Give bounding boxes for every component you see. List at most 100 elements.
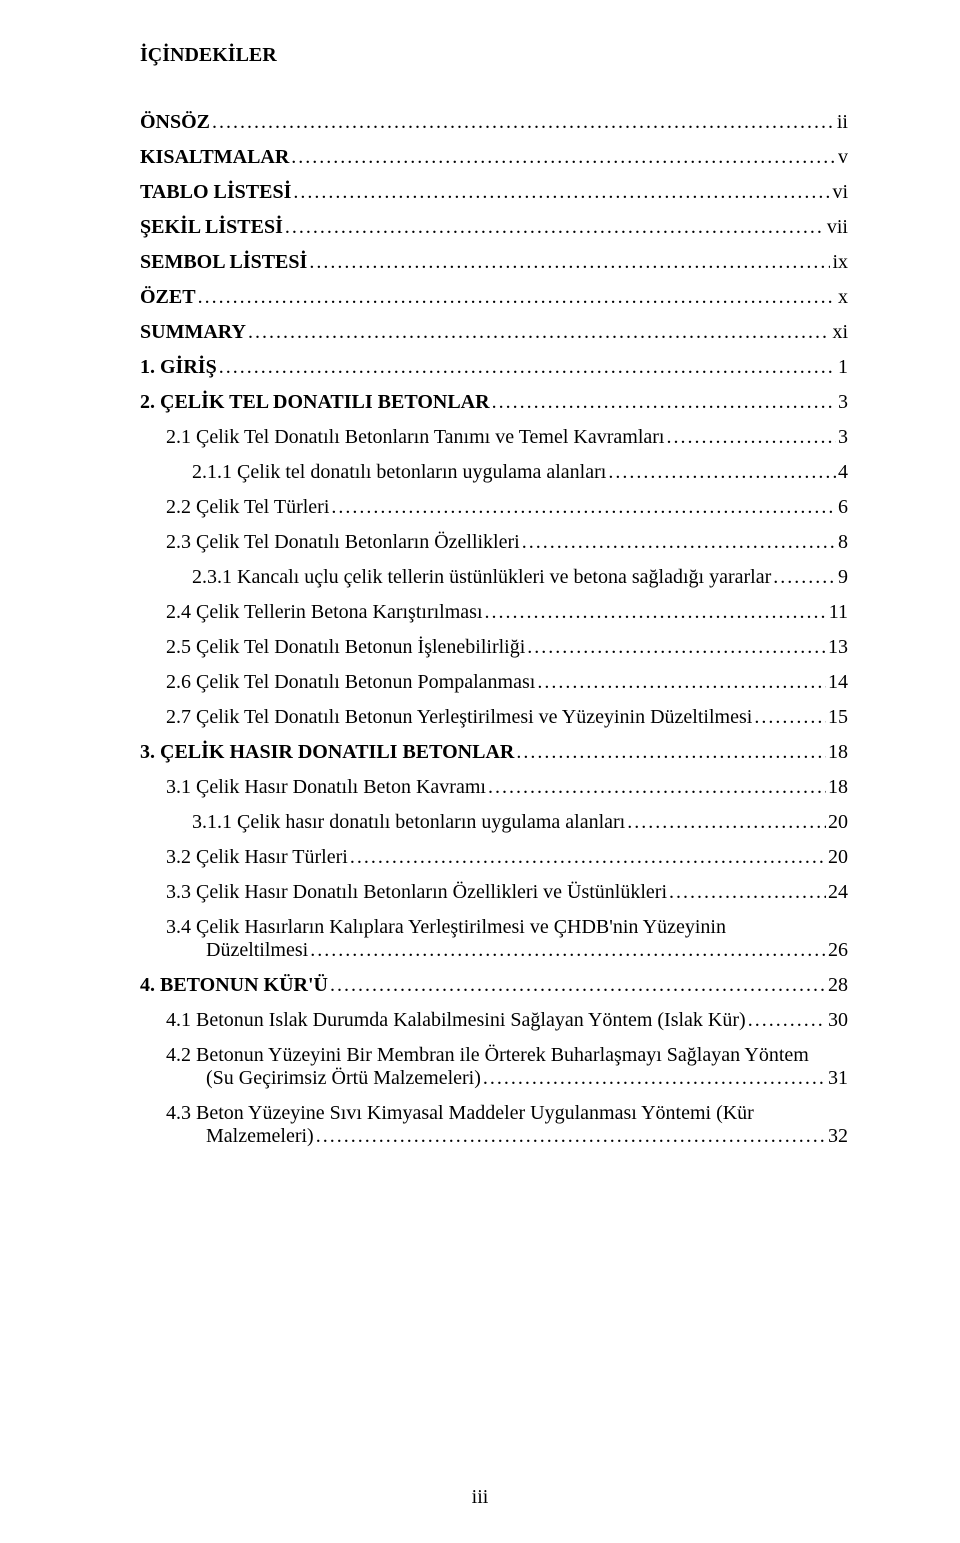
toc-entry: 2.4 Çelik Tellerin Betona Karıştırılması… (140, 601, 848, 624)
toc-entry-page: 6 (838, 496, 848, 519)
toc-leader: ........................................… (754, 706, 826, 729)
toc-entry-page: v (838, 146, 848, 169)
toc-leader: ........................................… (293, 181, 830, 204)
toc-entry-title: 3.1 Çelik Hasır Donatılı Beton Kavramı (166, 776, 486, 799)
toc-leader: ........................................… (309, 251, 830, 274)
toc-leader: ........................................… (485, 601, 827, 624)
page-container: İÇİNDEKİLER ÖNSÖZ.......................… (0, 0, 960, 1543)
toc-entry: ÖZET....................................… (140, 286, 848, 309)
toc-entry-title: 3.2 Çelik Hasır Türleri (166, 846, 348, 869)
toc-leader: ........................................… (285, 216, 825, 239)
toc-leader: ........................................… (537, 671, 826, 694)
toc-leader: ........................................… (522, 531, 836, 554)
toc-entry-page: 14 (828, 671, 848, 694)
toc-entry-title: SUMMARY (140, 321, 246, 344)
toc-leader: ........................................… (330, 974, 826, 997)
toc-entry-title: 1. GİRİŞ (140, 356, 217, 379)
toc-entry: 2.3.1 Kancalı uçlu çelik tellerin üstünl… (140, 566, 848, 589)
toc-entry-page: 24 (828, 881, 848, 904)
toc-leader: ........................................… (748, 1009, 826, 1032)
toc-leader: ........................................… (483, 1067, 826, 1090)
toc-entry: 2.1 Çelik Tel Donatılı Betonların Tanımı… (140, 426, 848, 449)
toc-leader: ........................................… (492, 391, 836, 414)
toc-entry: 3. ÇELİK HASIR DONATILI BETONLAR........… (140, 741, 848, 764)
toc-leader: ........................................… (608, 461, 836, 484)
toc-entry: SUMMARY.................................… (140, 321, 848, 344)
toc-body: ÖNSÖZ...................................… (140, 111, 848, 1148)
toc-entry: 4.2 Betonun Yüzeyini Bir Membran ile Ört… (140, 1044, 848, 1090)
toc-entry-title: TABLO LİSTESİ (140, 181, 291, 204)
toc-entry-title: KISALTMALAR (140, 146, 289, 169)
toc-entry-title: 2.3 Çelik Tel Donatılı Betonların Özelli… (166, 531, 520, 554)
toc-entry: 4.3 Beton Yüzeyine Sıvı Kimyasal Maddele… (140, 1102, 848, 1148)
toc-entry-title: 2.2 Çelik Tel Türleri (166, 496, 329, 519)
toc-entry-title: ÖZET (140, 286, 196, 309)
toc-entry: 3.4 Çelik Hasırların Kalıplara Yerleştir… (140, 916, 848, 962)
toc-entry-title-cont: (Su Geçirimsiz Örtü Malzemeleri) (166, 1067, 481, 1090)
toc-leader: ........................................… (291, 146, 836, 169)
toc-leader: ........................................… (527, 636, 826, 659)
toc-entry-line1: 4.3 Beton Yüzeyine Sıvı Kimyasal Maddele… (166, 1102, 848, 1125)
toc-entry-title: 2.3.1 Kancalı uçlu çelik tellerin üstünl… (192, 566, 771, 589)
toc-entry-title: 3.4 Çelik Hasırların Kalıplara Yerleştir… (166, 916, 726, 938)
toc-entry-title: 3.1.1 Çelik hasır donatılı betonların uy… (192, 811, 625, 834)
toc-entry-page: 3 (838, 426, 848, 449)
toc-entry-title: ÖNSÖZ (140, 111, 210, 134)
toc-entry: 2.7 Çelik Tel Donatılı Betonun Yerleştir… (140, 706, 848, 729)
toc-entry-page: 9 (838, 566, 848, 589)
toc-entry: ŞEKİL LİSTESİ...........................… (140, 216, 848, 239)
toc-entry: TABLO LİSTESİ...........................… (140, 181, 848, 204)
toc-entry-line2: Düzeltilmesi............................… (166, 939, 848, 962)
toc-leader: ........................................… (316, 1125, 826, 1148)
toc-entry-page: 13 (828, 636, 848, 659)
toc-entry-title: ŞEKİL LİSTESİ (140, 216, 283, 239)
toc-entry: 2.3 Çelik Tel Donatılı Betonların Özelli… (140, 531, 848, 554)
toc-entry-page: 32 (828, 1125, 848, 1148)
toc-entry-line1: 4.2 Betonun Yüzeyini Bir Membran ile Ört… (166, 1044, 848, 1067)
toc-entry: 4. BETONUN KÜR'Ü........................… (140, 974, 848, 997)
toc-entry-line2: (Su Geçirimsiz Örtü Malzemeleri)........… (166, 1067, 848, 1090)
toc-heading: İÇİNDEKİLER (140, 44, 848, 67)
toc-entry-title: 4.2 Betonun Yüzeyini Bir Membran ile Ört… (166, 1044, 809, 1066)
toc-entry: 2.2 Çelik Tel Türleri...................… (140, 496, 848, 519)
toc-entry-page: 20 (828, 846, 848, 869)
toc-entry-title: 4.1 Betonun Islak Durumda Kalabilmesini … (166, 1009, 746, 1032)
toc-entry-title: 2.5 Çelik Tel Donatılı Betonun İşlenebil… (166, 636, 525, 659)
toc-leader: ........................................… (198, 286, 836, 309)
toc-leader: ........................................… (350, 846, 826, 869)
toc-entry: 1. GİRİŞ................................… (140, 356, 848, 379)
toc-entry: 2.6 Çelik Tel Donatılı Betonun Pompalanm… (140, 671, 848, 694)
toc-entry: 3.1 Çelik Hasır Donatılı Beton Kavramı..… (140, 776, 848, 799)
toc-entry-page: 8 (838, 531, 848, 554)
toc-entry-page: 18 (828, 741, 848, 764)
toc-entry-page: vii (827, 216, 848, 239)
toc-entry-page: 31 (828, 1067, 848, 1090)
toc-leader: ........................................… (248, 321, 830, 344)
toc-leader: ........................................… (219, 356, 836, 379)
toc-leader: ........................................… (212, 111, 835, 134)
toc-leader: ........................................… (516, 741, 826, 764)
toc-entry: 3.3 Çelik Hasır Donatılı Betonların Özel… (140, 881, 848, 904)
toc-entry-page: 20 (828, 811, 848, 834)
toc-leader: ........................................… (310, 939, 826, 962)
toc-entry-page: ix (832, 251, 848, 274)
toc-entry-page: 28 (828, 974, 848, 997)
toc-entry-page: 26 (828, 939, 848, 962)
toc-entry-page: x (838, 286, 848, 309)
toc-entry-page: xi (832, 321, 848, 344)
toc-entry: SEMBOL LİSTESİ..........................… (140, 251, 848, 274)
toc-entry-title: SEMBOL LİSTESİ (140, 251, 307, 274)
toc-entry-title: 4.3 Beton Yüzeyine Sıvı Kimyasal Maddele… (166, 1102, 754, 1124)
toc-entry-page: vi (832, 181, 848, 204)
toc-entry: 3.1.1 Çelik hasır donatılı betonların uy… (140, 811, 848, 834)
toc-entry-title: 3. ÇELİK HASIR DONATILI BETONLAR (140, 741, 514, 764)
toc-entry-title: 2.6 Çelik Tel Donatılı Betonun Pompalanm… (166, 671, 535, 694)
toc-entry: 2.5 Çelik Tel Donatılı Betonun İşlenebil… (140, 636, 848, 659)
toc-leader: ........................................… (666, 426, 836, 449)
toc-entry: 4.1 Betonun Islak Durumda Kalabilmesini … (140, 1009, 848, 1032)
toc-entry-page: ii (837, 111, 848, 134)
toc-entry-title: 2.7 Çelik Tel Donatılı Betonun Yerleştir… (166, 706, 752, 729)
toc-leader: ........................................… (669, 881, 826, 904)
toc-entry-page: 3 (838, 391, 848, 414)
toc-entry-title: 2.4 Çelik Tellerin Betona Karıştırılması (166, 601, 483, 624)
